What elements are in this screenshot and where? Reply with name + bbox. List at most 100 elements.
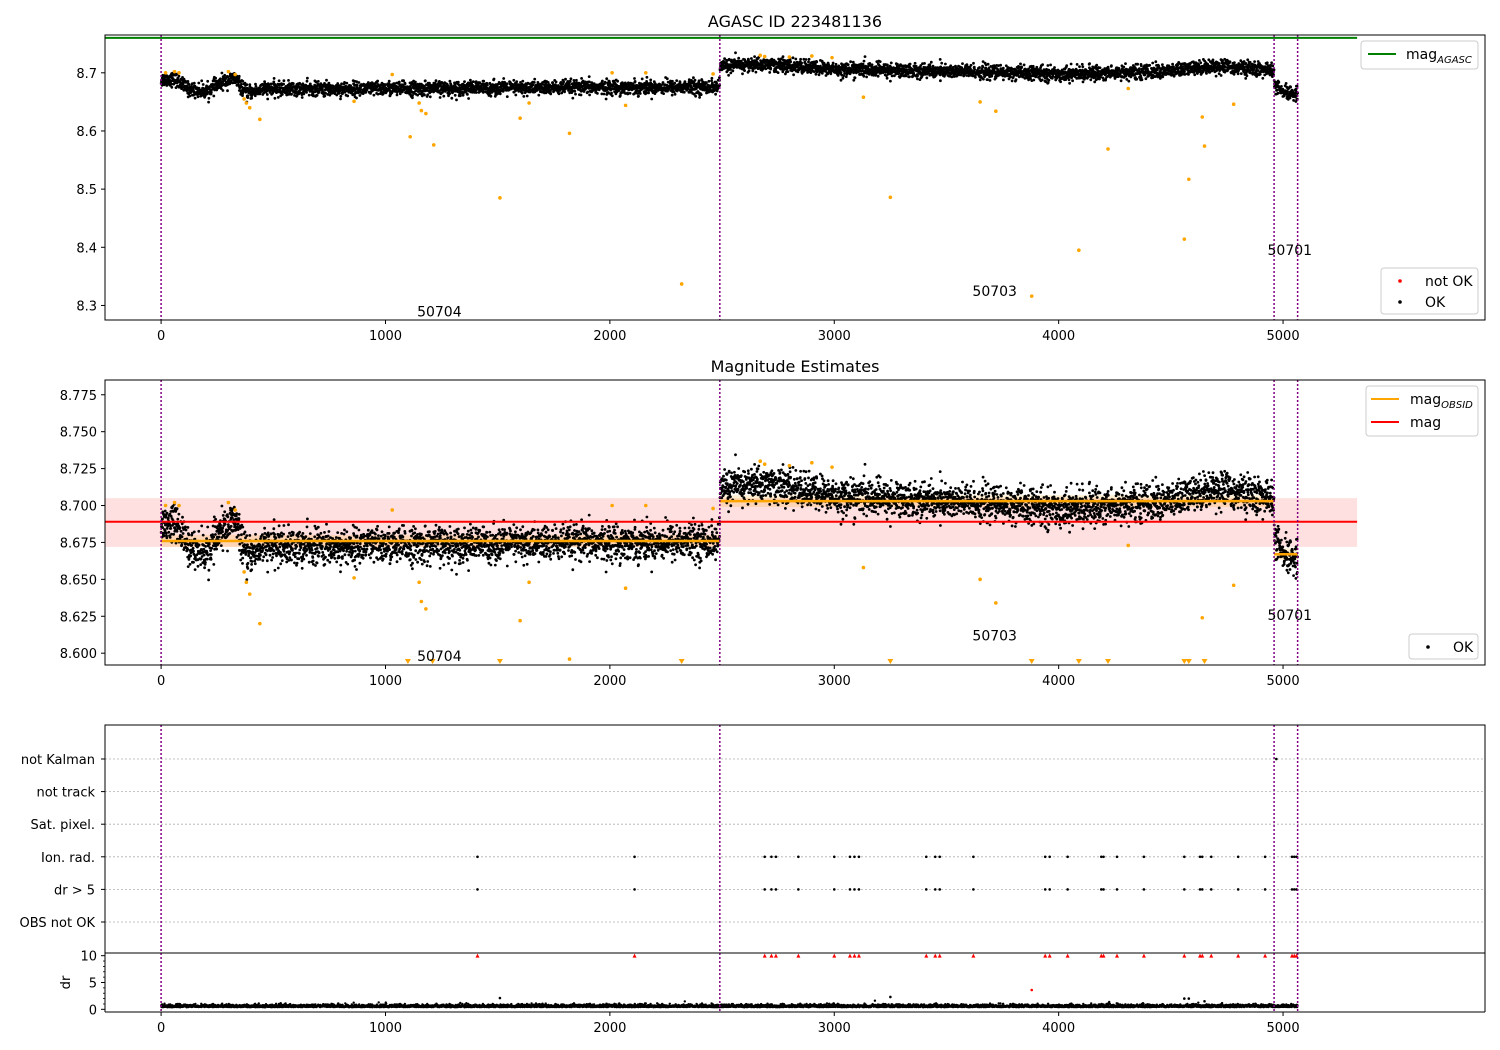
top-ok-point [463, 80, 466, 83]
top-ok-point [769, 66, 773, 70]
top-ok-point [682, 90, 686, 94]
top-ok-point [383, 83, 387, 86]
top-ok-point [207, 100, 211, 104]
top-ok-point [1148, 63, 1152, 67]
top-ok-point [214, 76, 218, 80]
top-ok-point [849, 60, 852, 64]
top-ok-point [310, 84, 313, 88]
top-ok-point [336, 82, 340, 85]
top-ok-point [638, 92, 642, 95]
top-ok-point [878, 60, 882, 63]
top-ok-point [862, 59, 866, 63]
top-ok-point [978, 66, 981, 69]
top-ok-point [862, 74, 866, 78]
top-ok-point [177, 74, 181, 78]
top-ok-point [376, 79, 379, 83]
top-ok-point [245, 83, 249, 86]
top-ok-point [1176, 63, 1179, 67]
top-ok-point [944, 62, 947, 66]
top-ok-point [1071, 79, 1074, 83]
top-ok-point [448, 92, 451, 96]
top-ok-point [1047, 78, 1051, 82]
top-ok-point [442, 94, 446, 98]
top-ok-point [346, 94, 350, 98]
top-ok-point [208, 85, 212, 88]
top-ok-point [986, 78, 989, 81]
top-ok-point [982, 77, 985, 81]
top-ok-point [707, 79, 711, 83]
top-ok-point [428, 81, 431, 85]
top-ok-point [575, 78, 578, 82]
top-ok-point [272, 80, 276, 84]
top-ok-point [266, 97, 270, 101]
top-ok-point [1002, 78, 1005, 82]
top-ok-point [361, 92, 365, 95]
top-ok-point [287, 79, 290, 82]
top-ok-point [1151, 61, 1155, 65]
top-ok-point [196, 95, 200, 99]
top-ok-point [587, 75, 591, 78]
top-ok-point [237, 74, 241, 78]
top-ok-point [246, 94, 250, 97]
top-ok-point [1040, 78, 1044, 82]
top-ok-point [282, 79, 286, 83]
top-ok-point [564, 77, 567, 81]
top-ok-point [301, 82, 305, 86]
top-ok-point [580, 77, 583, 80]
top-ok-point [1001, 66, 1005, 70]
top-ok-point [817, 73, 821, 77]
top-ok-point [727, 57, 731, 61]
top-ok-point [791, 56, 795, 60]
top-ok-point [794, 57, 798, 61]
top-ok-point [402, 79, 405, 83]
top-ok-point [974, 75, 977, 79]
top-ok-point [929, 60, 933, 64]
top-ok-point [1041, 63, 1044, 66]
top-ok-point [471, 80, 475, 83]
top-ok-point [834, 62, 838, 66]
top-ok-point [423, 84, 426, 88]
top-ok-point [568, 79, 572, 83]
top-ok-point [478, 81, 482, 84]
top-ok-point [999, 63, 1002, 67]
top-ok-point [610, 94, 614, 98]
top-ok-point [206, 90, 210, 94]
top-ok-point [434, 79, 438, 82]
top-ok-point [588, 93, 591, 97]
top-ok-point [789, 60, 792, 64]
top-ok-point [315, 94, 319, 97]
top-ok-point [290, 92, 293, 96]
top-ok-point [671, 79, 674, 83]
top-ok-point [1053, 66, 1056, 69]
top-ok-point [1088, 62, 1091, 65]
top-ok-point [1019, 62, 1022, 66]
top-ok-point [200, 79, 204, 83]
top-ok-point [517, 89, 521, 93]
top-ok-point [272, 77, 276, 80]
top-ok-point [349, 84, 352, 87]
top-ok-point [1161, 75, 1165, 79]
top-ok-point [456, 80, 460, 84]
top-ok-point [885, 76, 889, 80]
top-ok-point [1129, 75, 1133, 79]
top-ok-point [1135, 77, 1139, 81]
top-ok-point [645, 75, 649, 79]
top-ok-point [395, 93, 399, 97]
top-ok-point [223, 73, 227, 77]
top-ok-point [938, 58, 942, 61]
top-ok-point [474, 80, 478, 84]
top-ok-point [502, 77, 506, 80]
top-ok-point [393, 82, 396, 85]
top-ok-point [988, 79, 992, 82]
top-ok-point [741, 72, 744, 76]
top-ok-point [1139, 64, 1143, 68]
top-ok-point [673, 81, 677, 85]
top-ok-point [588, 80, 591, 84]
top-ok-point [1032, 78, 1036, 82]
top-ok-point [498, 92, 502, 96]
top-ok-point [573, 89, 577, 93]
top-ok-point [306, 76, 309, 80]
top-ok-point [1119, 79, 1123, 83]
mid-title: Magnitude Estimates [711, 357, 880, 376]
top-ok-point [781, 55, 785, 59]
